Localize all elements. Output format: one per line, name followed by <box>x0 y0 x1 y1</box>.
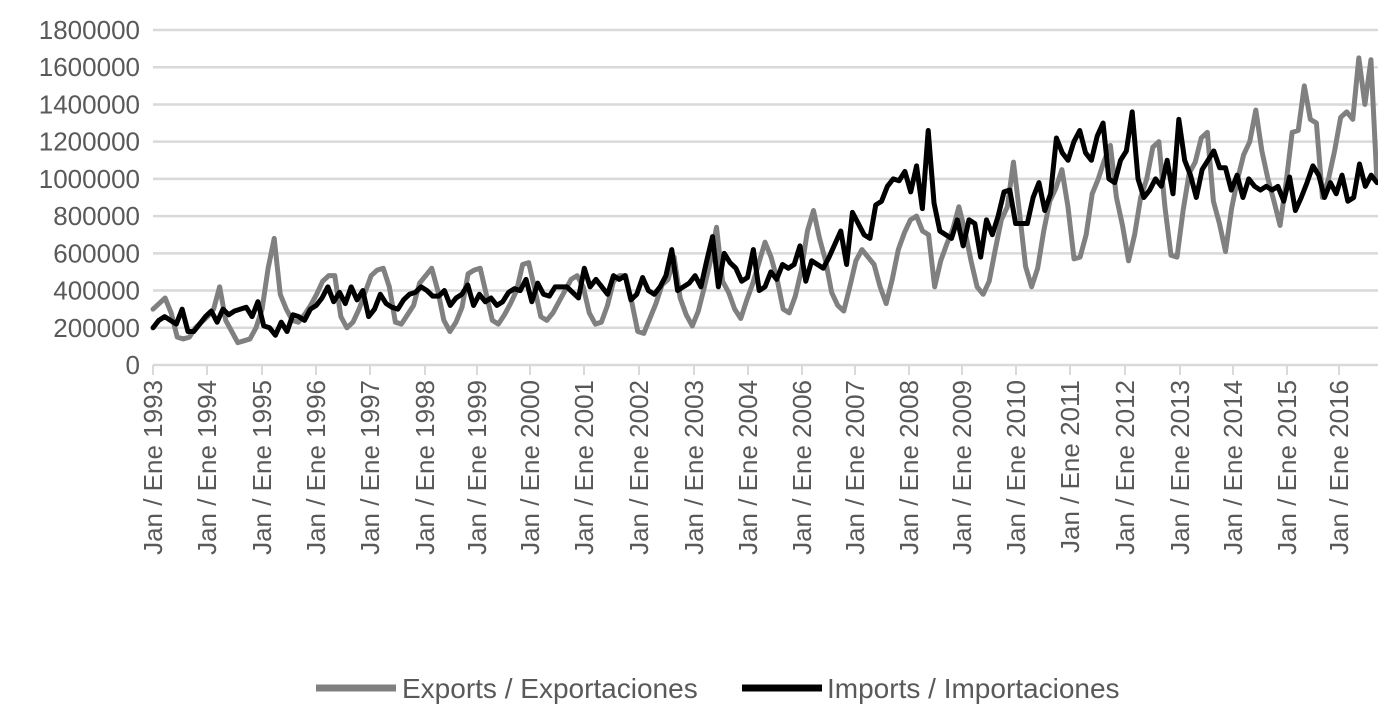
legend-label-exports: Exports / Exportaciones <box>402 673 698 704</box>
gridlines <box>153 28 1378 330</box>
x-tick-label: Jan / Ene 2004 <box>733 380 763 555</box>
x-tick-label: Jan / Ene 1993 <box>138 380 168 555</box>
legend: Exports / Exportaciones Imports / Import… <box>316 673 1120 704</box>
x-tick-label: Jan / Ene 2016 <box>1324 380 1354 555</box>
x-tick-label: Jan / Ene 2007 <box>840 380 870 555</box>
y-tick-label: 200000 <box>53 313 140 343</box>
x-tick-label: Jan / Ene 2006 <box>787 380 817 555</box>
y-tick-label: 1400000 <box>39 89 140 119</box>
y-tick-label: 600000 <box>53 238 140 268</box>
x-tick-label: Jan / Ene 1996 <box>301 380 331 555</box>
series-lines <box>150 55 1378 346</box>
y-tick-label: 800000 <box>53 201 140 231</box>
x-tick-label: Jan / Ene 2001 <box>569 380 599 555</box>
x-tick-label: Jan / Ene 2003 <box>679 380 709 555</box>
x-tick-label: Jan / Ene 2008 <box>894 380 924 555</box>
x-tick-label: Jan / Ene 2010 <box>1001 380 1031 555</box>
x-axis: Jan / Ene 1993 Jan / Ene 1994 Jan / Ene 19… <box>138 363 1378 555</box>
y-tick-label: 1200000 <box>39 127 140 157</box>
x-tick-label: Jan / Ene 1994 <box>192 380 222 555</box>
x-tick-label: Jan / Ene 2009 <box>947 380 977 555</box>
x-tick-label: Jan / Ene 2011 <box>1055 380 1085 553</box>
legend-item-imports: Imports / Importaciones <box>742 673 1120 704</box>
y-tick-label: 0 <box>126 350 140 380</box>
x-tick-label: Jan / Ene 2014 <box>1218 380 1248 555</box>
y-tick-label: 400000 <box>53 276 140 306</box>
series-line-imports <box>150 109 1378 338</box>
x-tick-label: Jan / Ene 2002 <box>624 380 654 555</box>
y-tick-label: 1000000 <box>39 164 140 194</box>
x-tick-label: Jan / Ene 2000 <box>515 380 545 555</box>
x-tick-label: Jan / Ene 2015 <box>1272 380 1302 555</box>
x-tick-label: Jan / Ene 1995 <box>247 380 277 555</box>
x-tick-label: Jan / Ene 1999 <box>462 380 492 555</box>
legend-item-exports: Exports / Exportaciones <box>316 673 698 704</box>
x-tick-label: Jan / Ene 1997 <box>355 380 385 555</box>
x-tick-label: Jan / Ene 1998 <box>410 380 440 555</box>
x-tick-label: Jan / Ene 2012 <box>1110 380 1140 555</box>
series-line-exports <box>150 55 1378 346</box>
legend-label-imports: Imports / Importaciones <box>827 673 1120 704</box>
y-tick-label: 1800000 <box>39 15 140 45</box>
x-tick-label: Jan / Ene 2013 <box>1165 380 1195 555</box>
y-axis-tick-labels: 0 200000 400000 600000 800000 1000000 1200000 1… <box>39 15 140 380</box>
y-tick-label: 1600000 <box>39 52 140 82</box>
